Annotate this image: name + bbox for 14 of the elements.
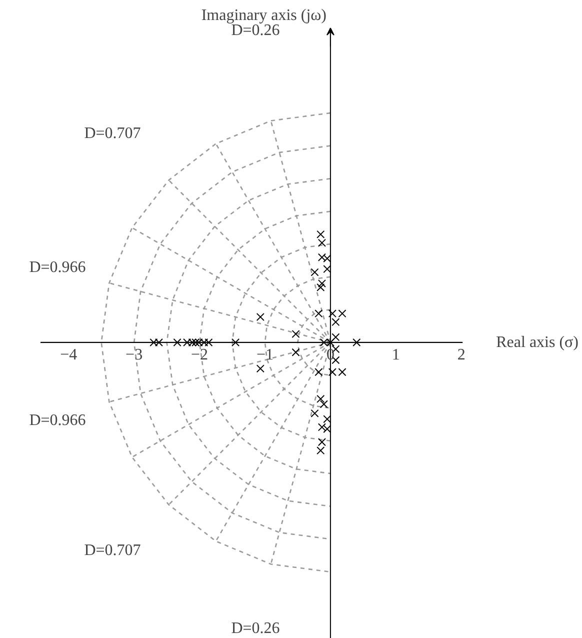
annotation: D=0.707 [84, 542, 141, 559]
x-tick-label: 2 [457, 346, 466, 364]
annotation: D=0.966 [29, 412, 86, 429]
annotation: D=0.966 [29, 259, 86, 276]
annotation: D=0.707 [84, 125, 141, 142]
x-tick-label: −1 [256, 346, 274, 364]
x-tick-label: −3 [126, 346, 143, 364]
text: D=0.26 [231, 22, 280, 39]
x-axis-title: Real axis (σ) [496, 334, 578, 351]
x-tick-label: 1 [392, 346, 400, 364]
text: Imaginary axis (jω) [201, 7, 326, 24]
text: D=0.26 [231, 620, 280, 637]
x-tick-label: −4 [60, 346, 78, 364]
x-tick-label: −2 [191, 346, 208, 364]
